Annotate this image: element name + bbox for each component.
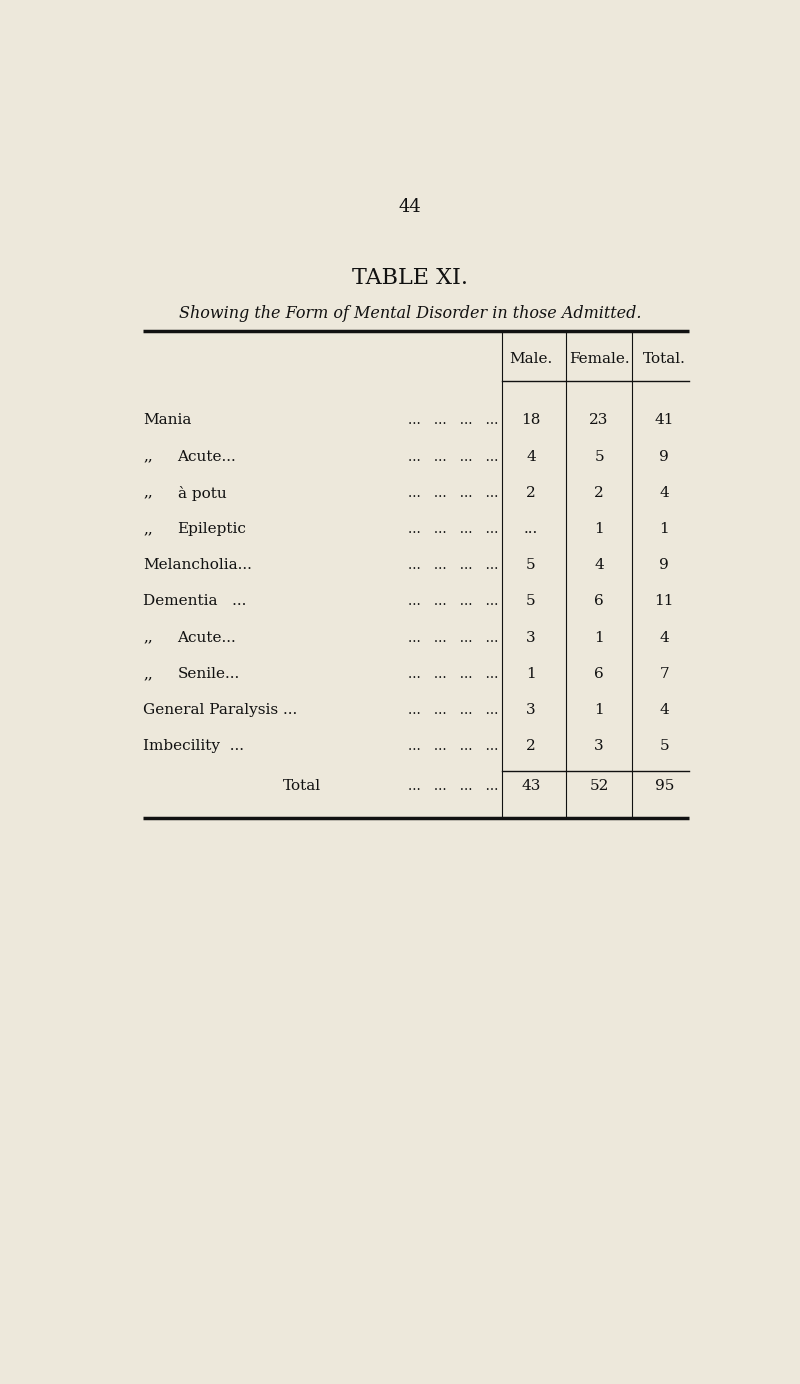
Text: 9: 9 <box>659 450 669 464</box>
Text: 1: 1 <box>526 667 536 681</box>
Text: TABLE XI.: TABLE XI. <box>352 267 468 289</box>
Text: 1: 1 <box>659 522 669 536</box>
Text: ,,: ,, <box>143 522 153 536</box>
Text: ...   ...   ...   ...: ... ... ... ... <box>408 486 498 500</box>
Text: Acute...: Acute... <box>178 450 236 464</box>
Text: ,,: ,, <box>143 667 153 681</box>
Text: 4: 4 <box>659 486 669 500</box>
Text: 4: 4 <box>659 631 669 645</box>
Text: Showing the Form of Mental Disorder in those Admitted.: Showing the Form of Mental Disorder in t… <box>178 304 642 321</box>
Text: 1: 1 <box>594 703 604 717</box>
Text: 44: 44 <box>398 198 422 216</box>
Text: 4: 4 <box>659 703 669 717</box>
Text: ...   ...   ...   ...: ... ... ... ... <box>408 703 498 717</box>
Text: General Paralysis ...: General Paralysis ... <box>143 703 298 717</box>
Text: 4: 4 <box>594 558 604 572</box>
Text: à potu: à potu <box>178 486 226 501</box>
Text: Total.: Total. <box>642 352 686 365</box>
Text: 52: 52 <box>590 779 609 793</box>
Text: 95: 95 <box>654 779 674 793</box>
Text: 5: 5 <box>659 739 669 753</box>
Text: ...   ...   ...   ...: ... ... ... ... <box>408 414 498 428</box>
Text: 7: 7 <box>659 667 669 681</box>
Text: 9: 9 <box>659 558 669 572</box>
Text: 43: 43 <box>522 779 541 793</box>
Text: 3: 3 <box>594 739 604 753</box>
Text: ...: ... <box>524 522 538 536</box>
Text: Dementia   ...: Dementia ... <box>143 595 246 609</box>
Text: 18: 18 <box>522 414 541 428</box>
Text: Total: Total <box>282 779 321 793</box>
Text: Acute...: Acute... <box>178 631 236 645</box>
Text: 2: 2 <box>594 486 604 500</box>
Text: Melancholia...: Melancholia... <box>143 558 252 572</box>
Text: 5: 5 <box>526 558 536 572</box>
Text: ...   ...   ...   ...: ... ... ... ... <box>408 739 498 753</box>
Text: ...   ...   ...   ...: ... ... ... ... <box>408 595 498 609</box>
Text: 11: 11 <box>654 595 674 609</box>
Text: 23: 23 <box>590 414 609 428</box>
Text: 4: 4 <box>526 450 536 464</box>
Text: Epileptic: Epileptic <box>178 522 246 536</box>
Text: 3: 3 <box>526 631 536 645</box>
Text: Imbecility  ...: Imbecility ... <box>143 739 245 753</box>
Text: 2: 2 <box>526 486 536 500</box>
Text: Mania: Mania <box>143 414 192 428</box>
Text: ...   ...   ...   ...: ... ... ... ... <box>408 779 498 793</box>
Text: ...   ...   ...   ...: ... ... ... ... <box>408 631 498 645</box>
Text: ...   ...   ...   ...: ... ... ... ... <box>408 558 498 572</box>
Text: Female.: Female. <box>569 352 630 365</box>
Text: 5: 5 <box>526 595 536 609</box>
Text: ...   ...   ...   ...: ... ... ... ... <box>408 667 498 681</box>
Text: ,,: ,, <box>143 631 153 645</box>
Text: 41: 41 <box>654 414 674 428</box>
Text: 1: 1 <box>594 631 604 645</box>
Text: ...   ...   ...   ...: ... ... ... ... <box>408 522 498 536</box>
Text: ,,: ,, <box>143 450 153 464</box>
Text: ...   ...   ...   ...: ... ... ... ... <box>408 450 498 464</box>
Text: 5: 5 <box>594 450 604 464</box>
Text: Senile...: Senile... <box>178 667 240 681</box>
Text: 2: 2 <box>526 739 536 753</box>
Text: ,,: ,, <box>143 486 153 500</box>
Text: 1: 1 <box>594 522 604 536</box>
Text: Male.: Male. <box>510 352 553 365</box>
Text: 6: 6 <box>594 667 604 681</box>
Text: 3: 3 <box>526 703 536 717</box>
Text: 6: 6 <box>594 595 604 609</box>
